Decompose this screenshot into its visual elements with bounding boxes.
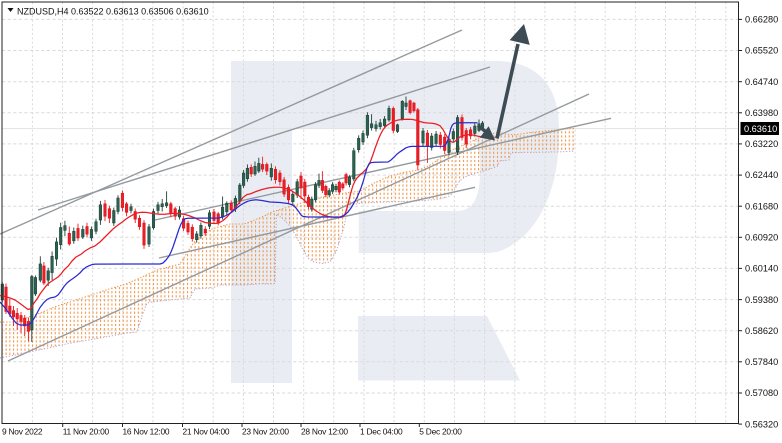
svg-text:0.62440: 0.62440 <box>745 170 778 180</box>
svg-text:1 Dec 04:00: 1 Dec 04:00 <box>360 427 403 437</box>
svg-text:5 Dec 20:00: 5 Dec 20:00 <box>419 427 462 437</box>
svg-text:0.65520: 0.65520 <box>745 46 778 56</box>
svg-text:0.58620: 0.58620 <box>745 326 778 336</box>
svg-text:28 Nov 12:00: 28 Nov 12:00 <box>301 427 348 437</box>
svg-text:0.56320: 0.56320 <box>745 419 778 429</box>
svg-text:11 Nov 20:00: 11 Nov 20:00 <box>63 427 110 437</box>
svg-text:0.60920: 0.60920 <box>745 233 778 243</box>
svg-text:0.60140: 0.60140 <box>745 264 778 274</box>
svg-text:0.64740: 0.64740 <box>745 77 778 87</box>
svg-text:0.61680: 0.61680 <box>745 201 778 211</box>
svg-text:NZDUSD,H4 0.63522 0.63613 0.6: NZDUSD,H4 0.63522 0.63613 0.63506 0.6361… <box>17 7 209 17</box>
svg-text:0.63610: 0.63610 <box>744 124 777 134</box>
svg-text:0.59380: 0.59380 <box>745 295 778 305</box>
svg-text:0.66280: 0.66280 <box>745 15 778 25</box>
svg-text:16 Nov 12:00: 16 Nov 12:00 <box>123 427 170 437</box>
svg-text:0.63980: 0.63980 <box>745 108 778 118</box>
svg-text:0.57080: 0.57080 <box>745 388 778 398</box>
svg-text:21 Nov 04:00: 21 Nov 04:00 <box>183 427 230 437</box>
svg-text:0.63220: 0.63220 <box>745 139 778 149</box>
svg-text:9 Nov 2022: 9 Nov 2022 <box>2 427 43 437</box>
svg-text:23 Nov 20:00: 23 Nov 20:00 <box>242 427 289 437</box>
svg-text:0.57840: 0.57840 <box>745 357 778 367</box>
